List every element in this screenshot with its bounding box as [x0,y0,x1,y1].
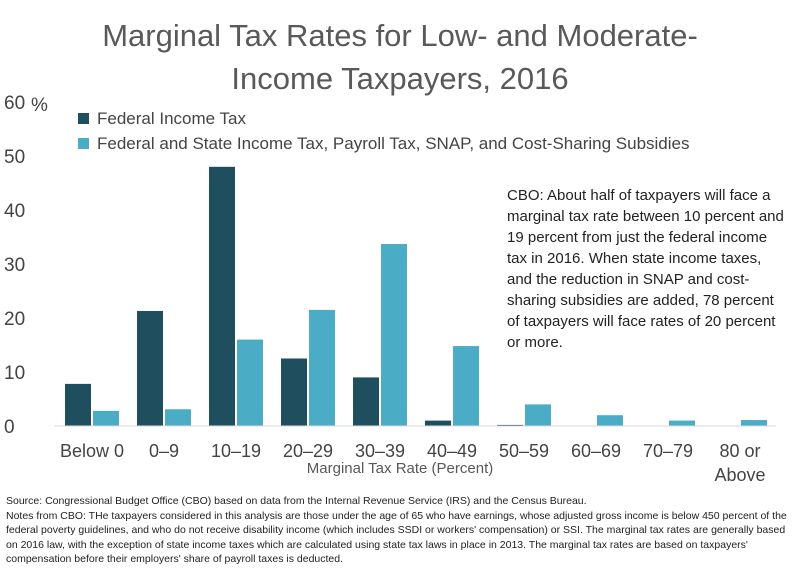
legend-swatch-federal-income-tax [78,113,89,124]
x-tick-label: 40–49 [427,441,477,461]
chart-title-line-2: Income Taxpayers, 2016 [231,61,569,96]
chart-footer: Source: Congressional Budget Office (CBO… [6,494,796,567]
source-note: Source: Congressional Budget Office (CBO… [6,495,587,507]
bar-series-2 [381,244,407,426]
bar-series-1 [209,166,235,427]
legend-label-federal-income-tax: Federal Income Tax [97,109,246,128]
chart-title-line-1: Marginal Tax Rates for Low- and Moderate… [102,18,698,53]
bar-series-2 [453,346,479,426]
y-tick-label: 20 [4,309,25,330]
bar-series-2 [525,404,551,426]
bar-series-1 [65,383,91,426]
x-tick-label: Below 0 [60,441,124,461]
bar-series-2 [237,339,263,426]
cbo-notes: Notes from CBO: THe taxpayers considered… [6,509,787,566]
x-axis-title: Marginal Tax Rate (Percent) [307,460,493,477]
y-tick-label: 50 [4,147,25,168]
x-tick-label: 80 or Above [714,441,765,485]
y-tick-label: 0 [4,417,15,438]
chart-annotation: CBO: About half of taxpayers will face a… [507,187,784,351]
x-tick-label: 60–69 [571,441,621,461]
bar-series-1 [425,420,451,426]
chart-title: Marginal Tax Rates for Low- and Moderate… [0,14,800,100]
y-tick-label: 60 [4,93,25,114]
bar-series-2 [597,415,623,426]
x-tick-label: 50–59 [499,441,549,461]
bar-series-1 [353,377,379,426]
x-tick-label: 20–29 [283,441,333,461]
y-tick-label: 30 [4,255,25,276]
bar-series-2 [165,409,191,426]
legend-label-combined-taxes: Federal and State Income Tax, Payroll Ta… [97,134,690,153]
legend: Federal Income Tax Federal and State Inc… [78,109,690,153]
y-axis-ticks: 0 10 20 30 40 50 60 [4,93,25,438]
x-tick-label: 70–79 [643,441,693,461]
x-tick-label: 10–19 [211,441,261,461]
x-tick-label: 30–39 [355,441,405,461]
bar-series-1 [281,358,307,426]
bars [65,166,767,427]
bar-series-1 [137,310,163,426]
bar-series-2 [93,410,119,426]
bar-series-2 [741,420,767,426]
y-axis-unit: % [31,95,48,116]
x-axis-categories: Below 0 0–9 10–19 20–29 30–39 40–49 50–59 60–69… [60,441,766,485]
y-tick-label: 10 [4,363,25,384]
bar-series-2 [669,420,695,426]
y-tick-label: 40 [4,201,25,222]
bar-series-1 [497,424,523,426]
x-tick-label: 0–9 [149,441,179,461]
bar-series-2 [309,309,335,426]
legend-swatch-combined-taxes [78,138,89,149]
bar-chart: 0 10 20 30 40 50 60 % Federal Income Tax Feder… [4,93,776,485]
